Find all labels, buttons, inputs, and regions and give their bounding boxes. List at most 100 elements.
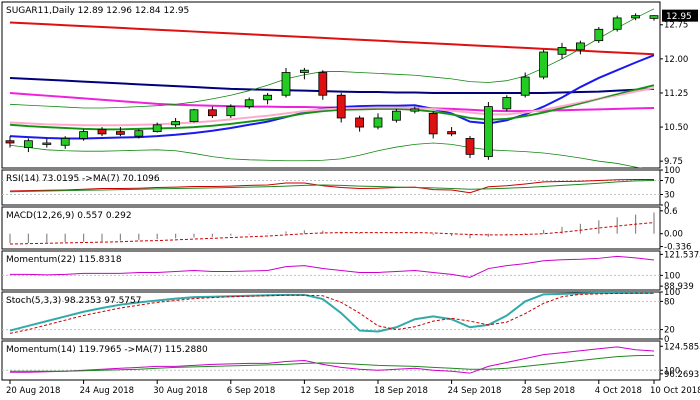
candle-body bbox=[97, 128, 107, 135]
candle-body bbox=[631, 15, 640, 19]
candle-body bbox=[207, 109, 217, 117]
x-tick-label: 6 Sep 2018 bbox=[227, 386, 275, 396]
candle-body bbox=[539, 51, 548, 78]
rsi-y-tick-label: 100 bbox=[664, 166, 680, 176]
price-y-tick-label: 10.50 bbox=[664, 123, 688, 133]
momentum22-y-tick-label: 121.5375 bbox=[664, 250, 700, 260]
candle-body bbox=[42, 142, 52, 145]
candle-body bbox=[23, 140, 33, 148]
momentum14-y-tick-label: 124.5855 bbox=[664, 342, 700, 352]
candle-body bbox=[428, 113, 438, 135]
x-tick-label: 4 Oct 2018 bbox=[595, 386, 642, 396]
candle-body bbox=[244, 99, 254, 108]
price-y-tick-label: 12.00 bbox=[664, 55, 688, 65]
momentum22-label: Momentum(22) 115.8318 bbox=[6, 255, 122, 265]
rsi-y-tick-label: 30 bbox=[664, 191, 675, 201]
price-y-tick-label: 9.75 bbox=[664, 157, 683, 167]
momentum14-label: Momentum(14) 119.7965 ->MA(7) 115.2880 bbox=[6, 345, 208, 355]
candle-body bbox=[171, 121, 181, 126]
candle-body bbox=[391, 110, 401, 121]
momentum22-y-tick-label: 88.939 bbox=[664, 282, 694, 292]
momentum22-series-line bbox=[10, 255, 655, 278]
x-tick-label: 24 Aug 2018 bbox=[80, 386, 134, 396]
x-tick-label: 18 Sep 2018 bbox=[374, 386, 428, 396]
candle-body bbox=[5, 140, 15, 144]
x-axis: 20 Aug 2018 24 Aug 2018 30 Aug 2018 6 Sep 2… bbox=[6, 380, 700, 396]
rsi-series-line bbox=[9, 178, 654, 194]
macd-signal-line bbox=[9, 222, 655, 245]
candle-body bbox=[576, 42, 585, 51]
candle-body bbox=[557, 47, 567, 55]
momentum22-y-tick-label: 100 bbox=[664, 271, 680, 281]
candle-body bbox=[410, 108, 420, 112]
price-line-bb-lower bbox=[9, 142, 644, 168]
candle-body bbox=[152, 124, 162, 133]
candle-body bbox=[447, 131, 457, 135]
x-tick-label: 12 Sep 2018 bbox=[300, 386, 354, 396]
candle-body bbox=[134, 130, 144, 137]
candle-body bbox=[60, 138, 70, 146]
price-line-ma-navy bbox=[9, 76, 655, 94]
price-y-tick-label: 11.25 bbox=[664, 89, 688, 99]
momentum22-frame bbox=[1, 250, 661, 291]
x-tick-label: 24 Sep 2018 bbox=[448, 386, 502, 396]
stoch-series-line bbox=[9, 292, 655, 333]
rsi-y-tick-label: 70 bbox=[664, 177, 675, 187]
stoch-y-tick-label: 20 bbox=[664, 326, 675, 336]
macd-y-tick-label: 0.00 bbox=[664, 230, 683, 240]
momentum14-y-tick-label: 96.2693 bbox=[664, 370, 699, 380]
stoch-y-tick-label: 0 bbox=[664, 335, 669, 345]
macd-label: MACD(12,26,9) 0.557 0.292 bbox=[6, 211, 132, 221]
candle-body bbox=[649, 15, 659, 19]
rsi-frame bbox=[1, 169, 661, 206]
candle-body bbox=[79, 131, 88, 139]
macd-y-tick-label: 0.6 bbox=[664, 207, 678, 217]
candle-body bbox=[116, 131, 125, 135]
price-y-tick-label: 12.75 bbox=[664, 21, 688, 31]
stoch-series-line bbox=[9, 292, 655, 334]
x-tick-label: 28 Sep 2018 bbox=[521, 386, 575, 396]
candle-body bbox=[299, 69, 309, 73]
candle-body bbox=[263, 94, 273, 101]
candle-body bbox=[318, 72, 328, 96]
macd-y-tick-label: -0.336 bbox=[664, 243, 691, 253]
chart-title: SUGAR11,Daily 12.89 12.96 12.84 12.95 bbox=[6, 6, 189, 16]
macd-panel: 0.6 0.00 -0.336 MACD(12,26,9) 0.557 0.292 bbox=[1, 206, 691, 253]
price-frame bbox=[1, 1, 661, 169]
x-tick-label: 30 Aug 2018 bbox=[153, 386, 207, 396]
x-tick-label: 10 Oct 2018 bbox=[650, 386, 700, 396]
momentum14-series-line bbox=[10, 354, 655, 372]
candle-body bbox=[502, 97, 512, 110]
stoch-label: Stoch(5,3,3) 98.2353 97.5757 bbox=[6, 296, 141, 306]
candle-body bbox=[465, 138, 475, 155]
price-line-bb-mid bbox=[9, 84, 655, 130]
rsi-series-line bbox=[9, 180, 655, 193]
rsi-label: RSI(14) 73.0195 ->MA(7) 70.1096 bbox=[6, 174, 160, 184]
candle-body bbox=[355, 117, 365, 128]
candle-body bbox=[594, 28, 604, 42]
momentum14-y-tick-label: 100 bbox=[664, 366, 680, 376]
candle-body bbox=[336, 94, 346, 119]
rsi-y-tick-label: 0 bbox=[664, 201, 669, 211]
candle-body bbox=[226, 106, 236, 117]
price-panel: 12.75 12.00 11.25 10.50 9.75 SUGAR11,Daily 12… bbox=[1, 1, 698, 169]
stoch-y-tick-label: 100 bbox=[664, 288, 680, 298]
price-line-ma-red bbox=[9, 21, 655, 56]
candle-body bbox=[520, 76, 530, 96]
candle-body bbox=[612, 17, 622, 30]
candle-body bbox=[189, 109, 199, 123]
stoch-y-tick-label: 80 bbox=[664, 297, 675, 307]
price-line-ma-pink bbox=[9, 86, 655, 127]
current-price-tag bbox=[662, 9, 698, 22]
candle-body bbox=[281, 72, 291, 96]
candle-body bbox=[373, 117, 383, 128]
current-price-label: 12.95 bbox=[666, 12, 692, 22]
candle-body bbox=[483, 106, 493, 158]
stoch-frame bbox=[1, 291, 661, 340]
momentum14-series-line bbox=[10, 346, 655, 374]
